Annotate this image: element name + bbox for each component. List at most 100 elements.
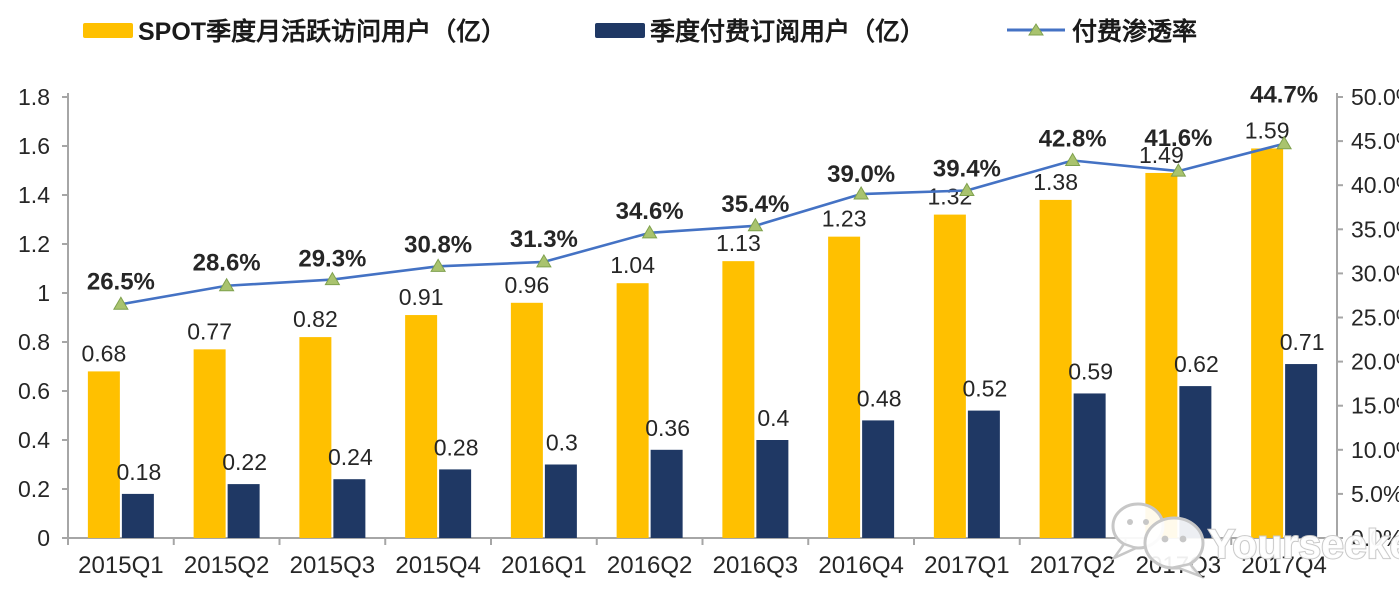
bar-label-mau-2016Q3: 1.13 [716, 230, 761, 256]
x-tick-label-2017Q2: 2017Q2 [1030, 552, 1115, 579]
bar-label-mau-2015Q2: 0.77 [187, 318, 232, 344]
bar-label-paid-2017Q4: 0.71 [1280, 329, 1325, 355]
bar-paid-2016Q1 [544, 464, 577, 538]
rate-label-2017Q2: 42.8% [1039, 126, 1107, 153]
left-axis-tick-label: 1.8 [18, 84, 50, 110]
bar-mau-2015Q2 [193, 349, 226, 538]
bar-label-paid-2015Q1: 0.18 [116, 459, 161, 485]
left-axis-tick-label: 1 [37, 280, 50, 306]
bar-label-mau-2017Q3: 1.49 [1139, 142, 1184, 168]
bar-mau-2016Q3 [722, 261, 755, 538]
mau-bar-swatch-icon [83, 22, 133, 38]
rate-marker-2017Q1 [959, 182, 975, 196]
x-tick-label-2016Q2: 2016Q2 [607, 552, 692, 579]
rate-label-2015Q2: 28.6% [193, 250, 261, 277]
left-axis-tick-label: 0.6 [18, 378, 50, 404]
bar-label-mau-2016Q2: 1.04 [610, 252, 655, 278]
x-tick-label-2015Q4: 2015Q4 [395, 552, 480, 579]
x-tick-label-2016Q3: 2016Q3 [713, 552, 798, 579]
right-axis-tick-label: 0.0% [1351, 525, 1399, 551]
rate-label-2016Q3: 35.4% [721, 191, 789, 218]
bar-label-paid-2017Q3: 0.62 [1174, 351, 1219, 377]
bar-mau-2017Q1 [933, 214, 966, 538]
bar-mau-2016Q1 [510, 302, 543, 538]
bar-paid-2015Q2 [227, 484, 260, 538]
right-axis-tick-label: 15.0% [1351, 393, 1399, 419]
legend-item-paid: 季度付费订阅用户（亿） [595, 14, 925, 46]
rate-label-2015Q1: 26.5% [87, 268, 155, 295]
rate-marker-2015Q3 [324, 271, 341, 286]
bar-paid-2017Q4 [1285, 364, 1318, 538]
bar-label-paid-2016Q2: 0.36 [645, 415, 690, 441]
rate-label-2015Q4: 30.8% [404, 231, 472, 258]
rate-line [120, 142, 1285, 306]
bar-label-mau-2015Q1: 0.68 [81, 340, 126, 366]
right-axis-tick-label: 25.0% [1351, 305, 1399, 331]
x-tick-label-2017Q3: 2017Q3 [1136, 552, 1221, 579]
right-axis-tick-label: 40.0% [1351, 172, 1399, 198]
bar-label-paid-2015Q3: 0.24 [328, 444, 373, 470]
rate-marker-2016Q4 [853, 186, 869, 200]
left-axis-tick-label: 0.4 [18, 427, 50, 453]
bar-paid-2015Q4 [439, 469, 472, 538]
bar-label-mau-2017Q2: 1.38 [1033, 169, 1078, 195]
rate-label-2017Q3: 41.6% [1144, 125, 1212, 152]
bar-label-paid-2015Q2: 0.22 [222, 449, 267, 475]
bar-mau-2015Q1 [87, 371, 120, 538]
bar-mau-2016Q4 [828, 236, 861, 538]
right-axis-tick-label: 10.0% [1351, 437, 1399, 463]
bar-paid-2017Q2 [1073, 393, 1106, 538]
rate-marker-2017Q2 [1064, 152, 1081, 167]
bar-mau-2016Q2 [616, 283, 649, 538]
bar-paid-2016Q3 [756, 440, 789, 538]
rate-label-2017Q4: 44.7% [1250, 82, 1318, 109]
x-tick-label-2017Q4: 2017Q4 [1241, 552, 1326, 579]
legend-label-mau: SPOT季度月活跃访问用户（亿） [138, 18, 507, 46]
bar-paid-2016Q2 [650, 449, 683, 538]
right-axis-tick-label: 35.0% [1351, 216, 1399, 242]
bar-mau-2017Q4 [1251, 148, 1284, 538]
rate-label-2017Q1: 39.4% [933, 155, 1001, 182]
left-axis-tick-label: 0 [37, 525, 50, 551]
bar-label-mau-2015Q4: 0.91 [399, 284, 444, 310]
legend-label-paid: 季度付费订阅用户（亿） [650, 18, 926, 46]
right-axis-tick-label: 20.0% [1351, 349, 1399, 375]
right-axis-tick-label: 30.0% [1351, 260, 1399, 286]
x-tick-label-2016Q4: 2016Q4 [818, 552, 903, 579]
rate-label-2016Q2: 34.6% [616, 198, 684, 225]
bar-label-paid-2017Q2: 0.59 [1068, 358, 1113, 384]
paid-bar-swatch-icon [595, 22, 645, 38]
rate-marker-2015Q1 [113, 296, 129, 310]
right-axis-tick-label: 5.0% [1351, 481, 1399, 507]
bar-paid-2016Q4 [862, 420, 895, 538]
bar-label-paid-2016Q3: 0.4 [757, 405, 789, 431]
bar-paid-2015Q1 [121, 493, 154, 538]
left-axis-tick-label: 0.2 [18, 476, 50, 502]
bar-label-mau-2015Q3: 0.82 [293, 306, 338, 332]
bar-label-paid-2015Q4: 0.28 [434, 434, 479, 460]
rate-label-2016Q1: 31.3% [510, 226, 578, 253]
bar-label-mau-2016Q1: 0.96 [504, 272, 549, 298]
rate-label-2016Q4: 39.0% [827, 161, 895, 188]
rate-label-2015Q3: 29.3% [298, 246, 366, 273]
bar-label-paid-2016Q1: 0.3 [546, 430, 578, 456]
rate-marker-2016Q2 [641, 224, 658, 239]
rate-marker-2017Q4 [1276, 135, 1293, 150]
bar-label-mau-2016Q4: 1.23 [822, 206, 867, 232]
bar-mau-2017Q2 [1039, 199, 1072, 538]
legend-item-mau: SPOT季度月活跃访问用户（亿） [83, 14, 506, 46]
bar-label-paid-2017Q1: 0.52 [962, 376, 1007, 402]
rate-marker-2016Q1 [536, 253, 552, 268]
left-axis-tick-label: 1.2 [18, 231, 50, 257]
x-tick-label-2017Q1: 2017Q1 [924, 552, 1009, 579]
x-tick-label-2015Q3: 2015Q3 [290, 552, 375, 579]
x-tick-label-2016Q1: 2016Q1 [501, 552, 586, 579]
bar-mau-2017Q3 [1145, 172, 1178, 538]
left-axis-tick-label: 0.8 [18, 329, 50, 355]
right-axis-tick-label: 50.0% [1351, 84, 1399, 110]
bar-label-paid-2016Q4: 0.48 [857, 385, 902, 411]
rate-marker-2015Q2 [218, 277, 235, 292]
line-marker-swatch-icon [1007, 23, 1065, 36]
